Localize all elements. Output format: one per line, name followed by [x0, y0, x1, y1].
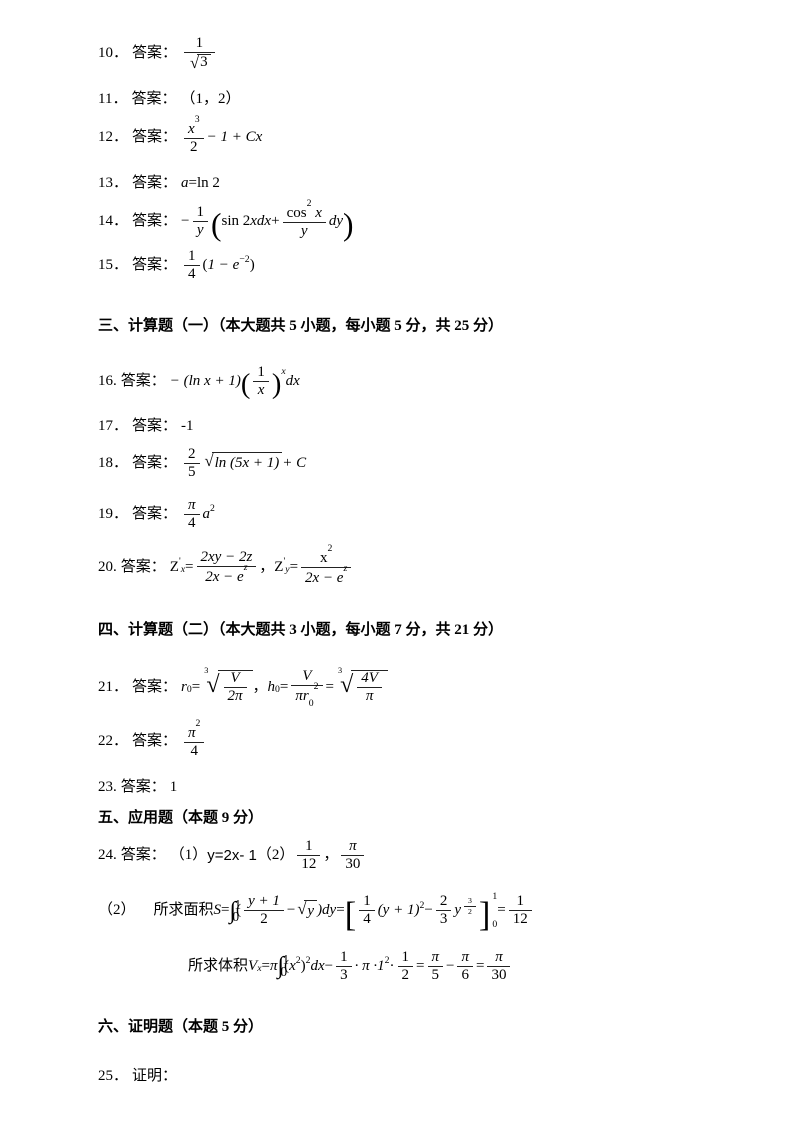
section-5-header: 五、应用题（本题 9 分）: [98, 808, 740, 829]
answer-21: 21． 答案： r0 = 3 √ V 2π ， h0 = V πr02 = 3 …: [98, 669, 740, 707]
answer-23: 23. 答案： 1: [98, 777, 740, 798]
answer-11: 11． 答案： （1，2）: [98, 89, 740, 110]
label: 答案：: [132, 43, 177, 64]
answer-17: 17． 答案： -1: [98, 416, 740, 437]
answer-14: 14． 答案： − 1 y ( sin 2 xdx + cos2 x y dy …: [98, 204, 740, 239]
section-3-header: 三、计算题（一）（本大题共 5 小题，每小题 5 分，共 25 分）: [98, 316, 740, 337]
answer-19: 19． 答案： π 4 a2: [98, 498, 740, 531]
section-6-header: 六、证明题（本题 5 分）: [98, 1017, 740, 1038]
number: 10．: [98, 43, 128, 64]
answer-25: 25． 证明：: [98, 1066, 740, 1087]
answer-15: 15． 答案： 1 4 ( 1 − e−2 ): [98, 249, 740, 282]
answer-16: 16. 答案： − (ln x + 1) ( 1 x ) x dx: [98, 365, 740, 398]
sqrt: √ 3: [188, 54, 211, 71]
answer-12: 12． 答案： x3 2 − 1 + Cx: [98, 120, 740, 155]
answer-22: 22． 答案： π2 4: [98, 724, 740, 759]
answer-13: 13． 答案： a = ln 2: [98, 173, 740, 194]
answer-20: 20. 答案： Z'x = 2xy − 2z 2x − ez ， Z'y = x…: [98, 549, 740, 586]
answer-24-area: （2） 所求面积 S = ∫10 ( y + 12 − √y )dy = [ 1…: [98, 890, 740, 931]
answer-24: 24. 答案： （1） y=2x- 1 （2） 112 ， π30: [98, 839, 740, 872]
answer-24-volume: 所求体积 Vx = π ∫10 (x2)2 dx − 13 · π ·12 · …: [188, 950, 740, 983]
answer-10: 10． 答案： 1 √ 3: [98, 36, 740, 71]
answer-18: 18． 答案： 2 5 √ ln (5x + 1) + C: [98, 447, 740, 480]
fraction: 1 √ 3: [184, 36, 215, 71]
section-4-header: 四、计算题（二）（本大题共 3 小题，每小题 7 分，共 21 分）: [98, 620, 740, 641]
